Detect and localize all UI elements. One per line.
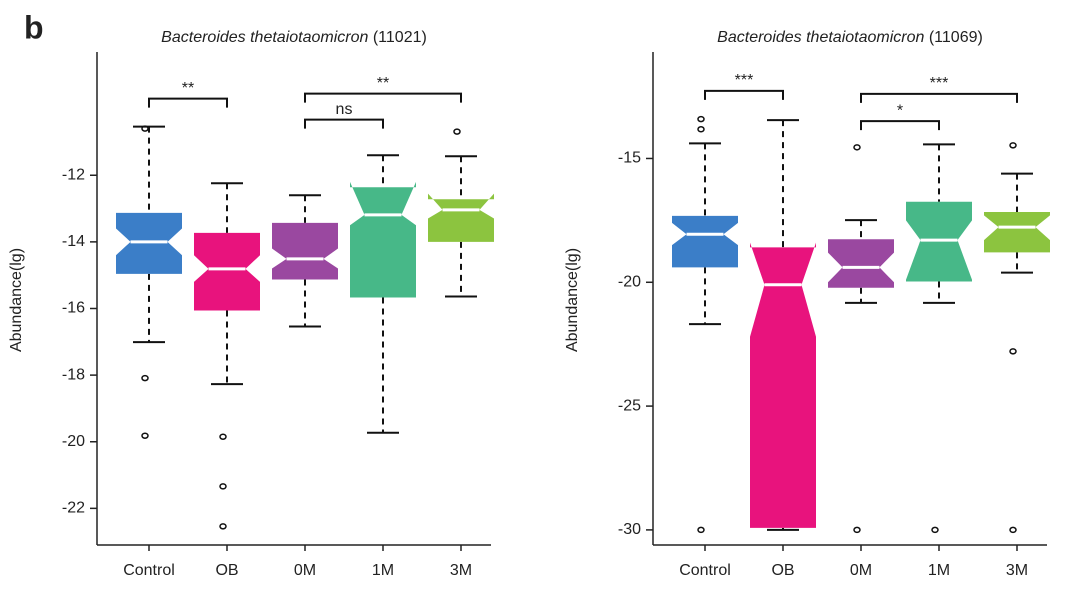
x-tick-label: 1M [928, 562, 950, 579]
outlier [219, 523, 227, 530]
outlier [141, 432, 149, 439]
significance-label: *** [930, 75, 949, 92]
significance-bracket [304, 118, 384, 129]
y-tick-label: -25 [618, 397, 641, 414]
y-tick-label: -12 [62, 166, 85, 183]
title-species: Bacteroides thetaiotaomicron [161, 29, 368, 46]
outlier [1009, 142, 1017, 149]
x-tick-label: 0M [850, 562, 872, 579]
y-tick-label: -22 [62, 500, 85, 517]
outlier [219, 483, 227, 490]
x-tick-label: 3M [450, 562, 472, 579]
title-species: Bacteroides thetaiotaomicron [717, 29, 924, 46]
x-tick-label: Control [123, 562, 175, 579]
y-tick-label: -16 [62, 300, 85, 317]
significance-label: * [897, 102, 903, 119]
significance-bracket [304, 92, 462, 103]
significance-label: *** [735, 72, 754, 89]
y-axis-label: Abundance(lg) [564, 248, 581, 352]
x-tick-label: OB [215, 562, 238, 579]
significance-bracket [860, 120, 940, 131]
y-tick-label: -14 [62, 233, 85, 250]
significance-label: ** [182, 80, 194, 97]
panel-label: b [24, 9, 44, 45]
box [750, 242, 816, 528]
x-tick-label: OB [771, 562, 794, 579]
outlier [697, 115, 705, 123]
box [672, 215, 738, 268]
box [428, 193, 494, 242]
outlier [697, 526, 705, 534]
outlier [853, 526, 861, 534]
significance-bracket [860, 92, 1018, 103]
significance-label: ns [336, 101, 353, 118]
y-tick-label: -18 [62, 366, 85, 383]
box [984, 211, 1050, 253]
significance-bracket [148, 97, 228, 108]
y-axis-label: Abundance(lg) [8, 248, 25, 352]
outlier [931, 526, 939, 534]
outlier [453, 128, 461, 135]
x-tick-label: 0M [294, 562, 316, 579]
x-tick-label: 3M [1006, 562, 1028, 579]
outlier [141, 374, 149, 382]
title-strain: (11069) [924, 29, 982, 46]
chart-title: Bacteroides thetaiotaomicron (11069) [717, 29, 983, 46]
y-tick-label: -20 [618, 274, 641, 291]
outlier [219, 433, 227, 440]
y-tick-label: -30 [618, 521, 641, 538]
chart-title: Bacteroides thetaiotaomicron (11021) [161, 29, 427, 46]
outlier [141, 125, 149, 132]
y-tick-label: -20 [62, 433, 85, 450]
significance-bracket [704, 89, 784, 100]
box [828, 239, 894, 288]
significance-label: ** [377, 75, 389, 92]
box [194, 232, 260, 311]
box [272, 222, 338, 280]
outlier [1009, 348, 1017, 355]
y-tick-label: -15 [618, 150, 641, 167]
x-tick-label: Control [679, 562, 731, 579]
outlier [1009, 526, 1017, 534]
outlier [853, 144, 861, 151]
outlier [697, 126, 705, 133]
x-tick-label: 1M [372, 562, 394, 579]
title-strain: (11021) [368, 29, 426, 46]
box [350, 181, 416, 298]
